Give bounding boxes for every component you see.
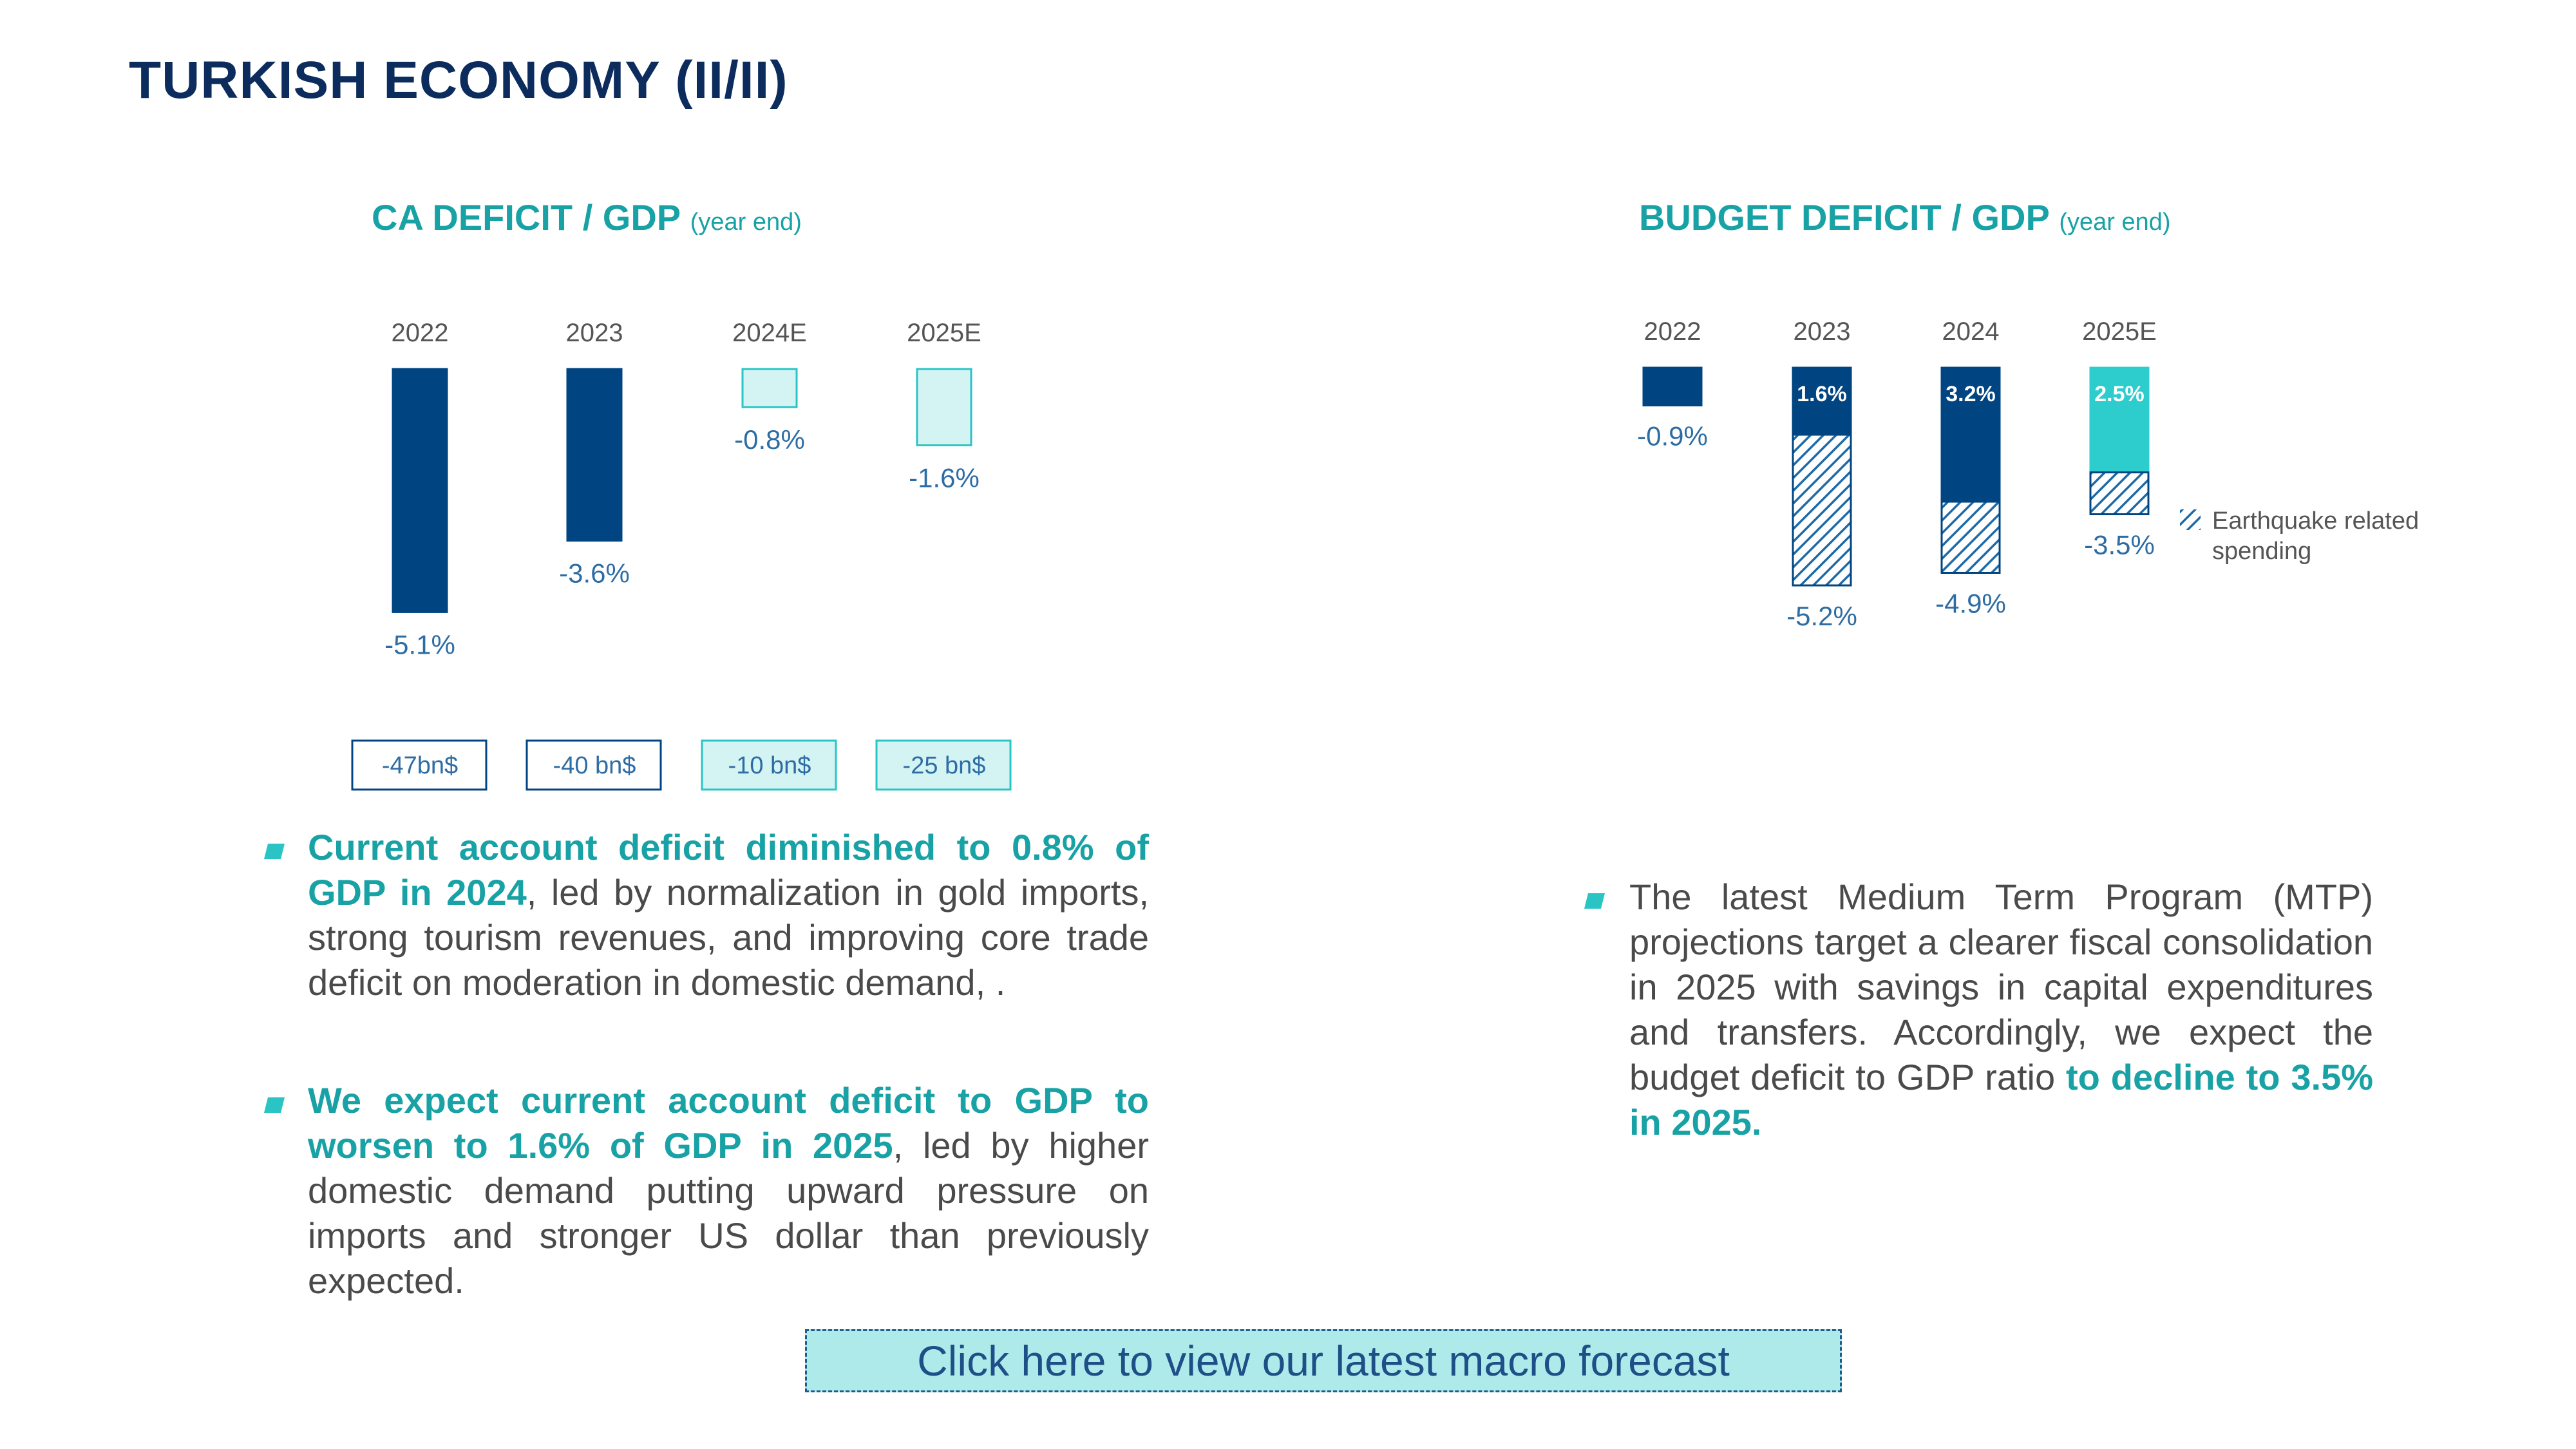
ca-billions-label: -47bn$ xyxy=(382,752,458,779)
ca-billions-label: -25 bn$ xyxy=(903,752,986,779)
charts-canvas: 2022 -5.1% -47bn$ 2023 -3.6% -40 bn$ 2024E -0.8… xyxy=(351,317,2419,791)
budget-chart-title-text: BUDGET DEFICIT / GDP xyxy=(1639,197,2049,238)
budget-year-label: 2025E xyxy=(2082,317,2157,346)
bullet-marker-3 xyxy=(1584,893,1605,909)
bullet-budget-text: The latest Medium Term Program (MTP) pro… xyxy=(1629,876,2373,1097)
ca-bar xyxy=(916,368,972,446)
budget-total-label: -0.9% xyxy=(1637,421,1708,451)
ca-year-label: 2024E xyxy=(732,319,807,347)
ca-chart-subtitle: (year end) xyxy=(690,209,802,236)
budget-bar-main xyxy=(1642,366,1703,406)
macro-forecast-link[interactable]: Click here to view our latest macro fore… xyxy=(805,1329,1842,1392)
bullet-ca-2025: We expect current account deficit to GDP… xyxy=(308,1078,1149,1303)
ca-value-label: -0.8% xyxy=(734,424,805,455)
budget-segment-label: 3.2% xyxy=(1946,382,1996,406)
bullet-ca-2024: Current account deficit diminished to 0.… xyxy=(308,825,1149,1005)
budget-bar-earthquake xyxy=(1792,433,1852,587)
ca-chart-title: CA DEFICIT / GDP (year end) xyxy=(372,196,802,238)
ca-billions-label: -10 bn$ xyxy=(728,752,811,779)
ca-billions-box xyxy=(351,739,488,791)
budget-year-label: 2023 xyxy=(1794,317,1851,346)
budget-total-label: -5.2% xyxy=(1786,601,1857,631)
ca-billions-box xyxy=(701,739,837,791)
bullet-ca-2025-bold: We expect current account deficit to GDP… xyxy=(308,1080,1149,1166)
budget-total-label: -3.5% xyxy=(2084,530,2155,560)
bullet-budget-bold: to decline to 3.5% in 2025. xyxy=(1629,1057,2374,1142)
ca-billions-box xyxy=(875,739,1012,791)
budget-bar-earthquake xyxy=(2089,471,2150,515)
ca-billions-label: -40 bn$ xyxy=(553,752,636,779)
budget-bar-earthquake xyxy=(1940,500,2001,574)
budget-chart-title: BUDGET DEFICIT / GDP (year end) xyxy=(1639,196,2171,238)
legend-label-line1: Earthquake related xyxy=(2212,507,2419,535)
ca-billions-box xyxy=(526,739,662,791)
budget-chart-subtitle: (year end) xyxy=(2059,209,2171,236)
bullet-budget: The latest Medium Term Program (MTP) pro… xyxy=(1629,875,2373,1145)
budget-chart: 2022 -0.9% 2023 1.6% -5.2% 2024 3.2% -4.9% 2025E… xyxy=(1637,317,2157,631)
ca-year-label: 2022 xyxy=(392,319,449,347)
bullet-ca-2025-text: , led by higher domestic demand putting … xyxy=(308,1125,1149,1301)
budget-year-label: 2022 xyxy=(1644,317,1701,346)
legend-label-line2: spending xyxy=(2212,538,2311,565)
ca-bar xyxy=(566,368,623,542)
ca-value-label: -3.6% xyxy=(559,558,630,588)
budget-year-label: 2024 xyxy=(1942,317,2000,346)
budget-legend: Earthquake related spending xyxy=(2180,507,2419,565)
ca-value-label: -1.6% xyxy=(909,462,980,493)
budget-segment-label: 1.6% xyxy=(1797,382,1847,406)
bullet-ca-2024-bold: Current account deficit diminished to 0.… xyxy=(308,827,1149,913)
bullet-ca-2024-text: , led by normalization in gold imports, … xyxy=(308,872,1149,1003)
budget-total-label: -4.9% xyxy=(1935,589,2006,619)
ca-year-label: 2023 xyxy=(566,319,623,347)
budget-segment-label: 2.5% xyxy=(2094,382,2145,406)
ca-year-label: 2025E xyxy=(907,319,981,347)
bullet-marker-2 xyxy=(264,1097,285,1113)
legend-hatch-swatch xyxy=(2180,509,2201,530)
ca-bar xyxy=(741,368,798,408)
page-title: TURKISH ECONOMY (II/II) xyxy=(129,51,788,109)
ca-bar xyxy=(392,368,448,613)
ca-value-label: -5.1% xyxy=(384,629,455,659)
bullet-marker-1 xyxy=(264,844,285,859)
ca-chart-title-text: CA DEFICIT / GDP xyxy=(372,197,681,238)
ca-chart: 2022 -5.1% -47bn$ 2023 -3.6% -40 bn$ 2024E -0.8… xyxy=(351,319,1012,791)
